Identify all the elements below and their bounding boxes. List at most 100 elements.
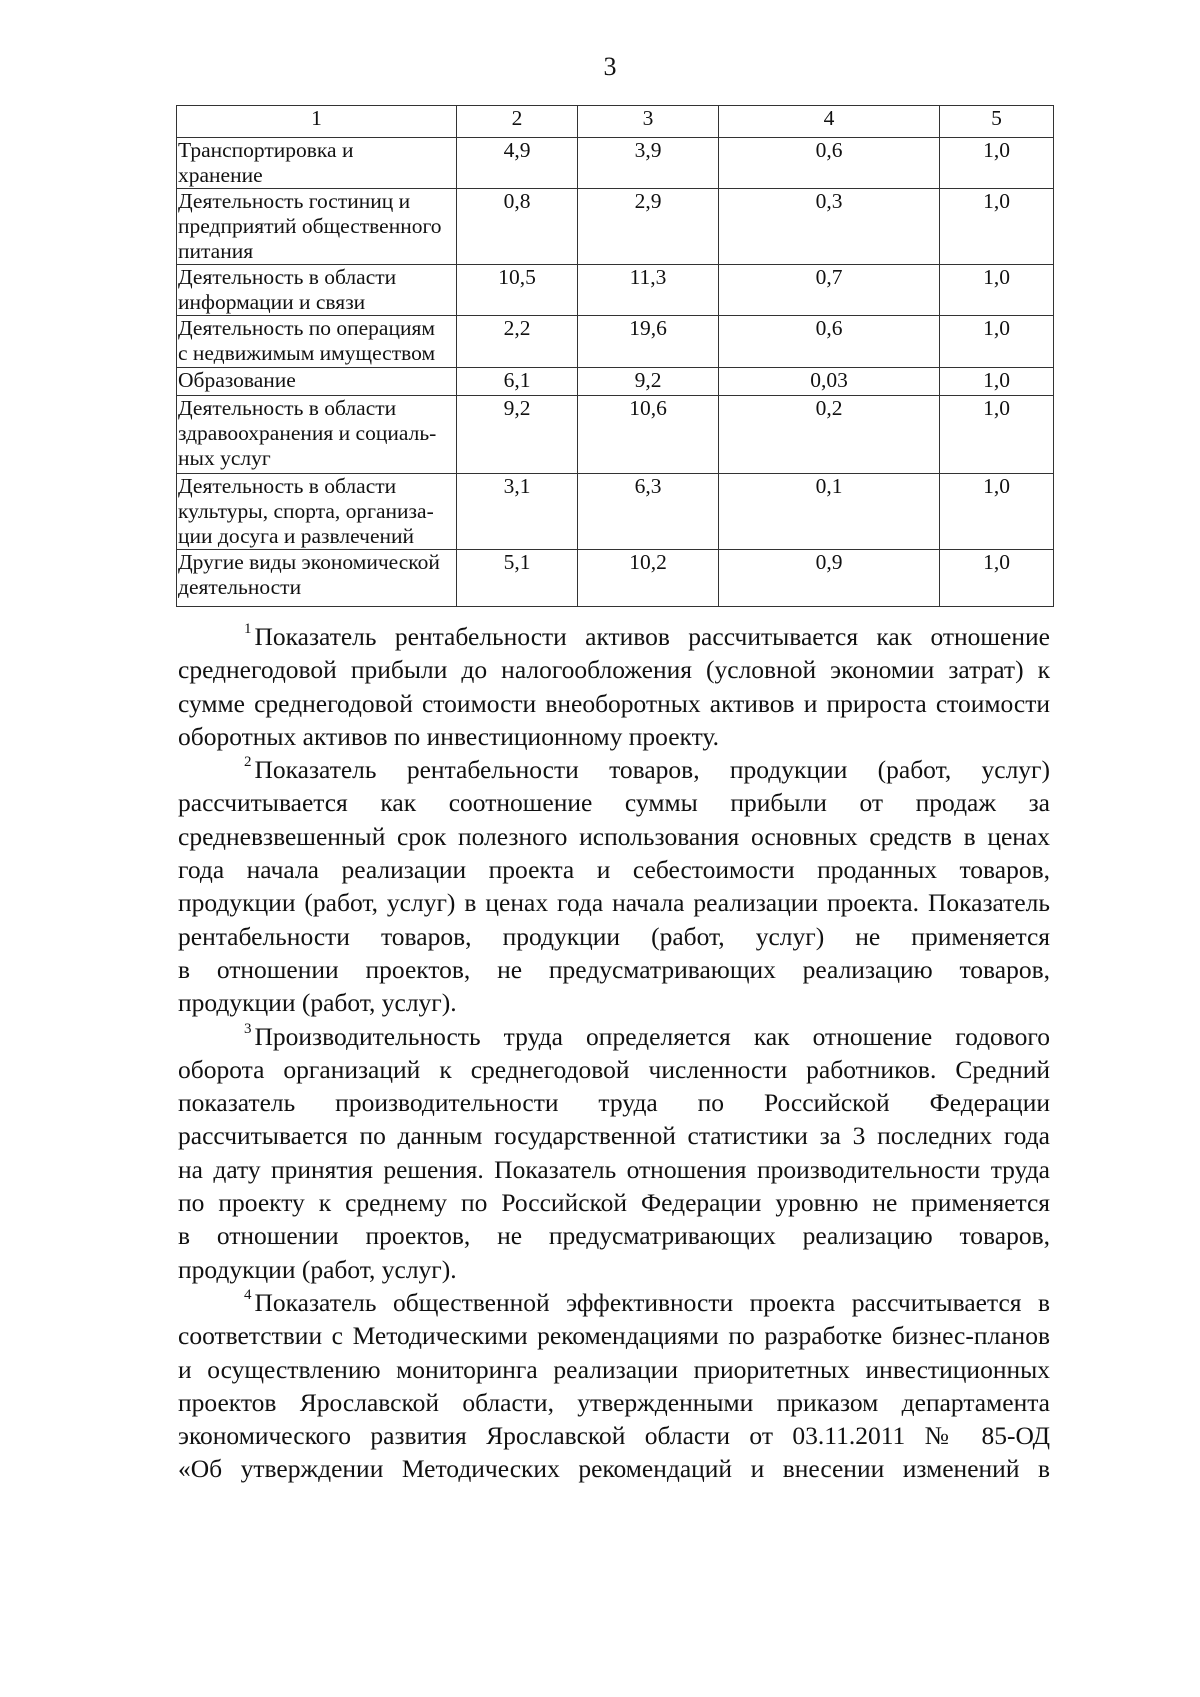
footnote-text: средневзвешенный срок полезного использо… [178,821,1050,851]
column-header: 1 [176,105,457,138]
row-label-line: Образование [178,368,296,392]
footnote-text: на дату принятия решения. Показатель отн… [178,1154,1050,1184]
table-cell: 6,3 [577,473,719,550]
table-cell: 0,03 [718,367,940,396]
footnote-text: продукции (работ, услуг). [178,1254,457,1284]
table-cell: 1,0 [939,315,1054,368]
table-row: Деятельность в области информации и связи… [176,264,1054,316]
table-row: Деятельность в области культуры, спорта, … [176,473,1054,550]
column-header: 3 [577,105,719,138]
footnote-line: средневзвешенный срок полезного использо… [178,820,1050,853]
footnote-line: оборотных активов по инвестиционному про… [178,720,1050,753]
row-label-line: ных услуг [178,446,271,470]
table-cell: 5,1 [456,549,578,607]
table-cell: 1,0 [939,473,1054,550]
footnote-mark: 1 [244,621,252,637]
table-row: Образование 6,1 9,2 0,03 1,0 [176,367,1054,396]
table-cell: 10,5 [456,264,578,316]
footnote-line: 2 Показатель рентабельности товаров, прод… [178,753,1050,786]
table-cell: 0,2 [718,395,940,474]
table-cell: 19,6 [577,315,719,368]
footnote-mark: 2 [244,754,252,771]
footnotes: 1 Показатель рентабельности активов рассч… [178,620,1050,1486]
footnote-text: оборота организаций к среднегодовой числ… [178,1054,1050,1084]
footnote-text: показатель производительности труда по Р… [178,1088,1050,1118]
table-cell: 2,9 [577,188,719,265]
footnote-line: в отношении проектов, не предусматривающ… [178,953,1050,986]
table-cell: 1,0 [939,264,1054,316]
footnote-paragraph: 1 Показатель рентабельности активов рассч… [178,620,1050,753]
footnote-text: проектов Ярославской области, утвержденн… [178,1387,1050,1417]
table-cell: 0,8 [456,188,578,265]
footnote-line: рентабельности товаров, продукции (работ… [178,920,1050,953]
row-label-line: предприятий общественного [178,214,442,238]
row-label: Образование [176,367,457,396]
table-cell: 3,1 [456,473,578,550]
table-cell: 11,3 [577,264,719,316]
footnote-text: сумме среднегодовой стоимости внеоборотн… [178,688,1050,718]
table-cell: 0,3 [718,188,940,265]
row-label-line: Деятельность по операциям [178,316,435,340]
footnote-line: «Об утверждении Методических рекомендаци… [178,1452,1050,1485]
table-cell: 0,6 [718,137,940,189]
row-label-line: Деятельность в области [178,265,397,289]
table-row: Деятельность в области здравоохранения и … [176,395,1054,474]
footnote-line: 3 Производительность труда определяется к… [178,1020,1050,1053]
table-cell: 9,2 [577,367,719,396]
footnote-line: на дату принятия решения. Показатель отн… [178,1153,1050,1186]
table-row: Деятельность гостиниц и предприятий общес… [176,188,1054,265]
table-cell: 1,0 [939,367,1054,396]
table-cell: 3,9 [577,137,719,189]
footnote-text: Показатель общественной эффективности пр… [254,1287,1051,1317]
footnote-text: года начала реализации проекта и себесто… [178,855,1050,885]
row-label: Деятельность гостиниц и предприятий общес… [176,188,457,265]
footnote-text: рассчитывается как соотношение суммы при… [178,788,1050,818]
table-cell: 1,0 [939,137,1054,189]
row-label-line: с недвижимым имуществом [178,341,436,365]
column-header: 5 [939,105,1054,138]
footnote-line: экономического развития Ярославской обла… [178,1419,1050,1452]
footnote-text: соответствии с Методическими рекомендаци… [178,1321,1050,1351]
footnote-line: рассчитывается по данным государственной… [178,1119,1050,1152]
footnote-line: года начала реализации проекта и себесто… [178,853,1050,886]
row-label: Деятельность в области культуры, спорта, … [176,473,457,550]
table-cell: 9,2 [456,395,578,474]
row-label-line: хранение [178,163,263,187]
row-label: Деятельность в области здравоохранения и … [176,395,457,474]
row-label-line: информации и связи [178,290,366,314]
footnote-line: и осуществлению мониторинга реализации п… [178,1353,1050,1386]
row-label-line: Деятельность гостиниц и [178,189,411,213]
footnote-text: Показатель рентабельности активов рассчи… [254,622,1051,651]
footnote-text: экономического развития Ярославской обла… [178,1421,1050,1451]
table-cell: 10,6 [577,395,719,474]
table-cell: 0,1 [718,473,940,550]
footnote-text: продукции (работ, услуг). [178,988,457,1018]
footnote-text: оборотных активов по инвестиционному про… [178,721,719,751]
table-cell: 0,7 [718,264,940,316]
row-label: Деятельность по операциям с недвижимым им… [176,315,457,368]
table-cell: 6,1 [456,367,578,396]
footnote-line: 4 Показатель общественной эффективности п… [178,1286,1050,1319]
row-label: Деятельность в области информации и связи [176,264,457,316]
footnote-line: показатель производительности труда по Р… [178,1086,1050,1119]
footnote-line: продукции (работ, услуг). [178,986,1050,1019]
row-label-line: Транспортировка и [178,138,354,162]
footnote-text: и осуществлению мониторинга реализации п… [178,1354,1050,1384]
footnote-line: продукции (работ, услуг) в ценах года на… [178,886,1050,919]
row-label-line: культуры, спорта, организа- [178,499,434,523]
row-label-line: Деятельность в области [178,474,397,498]
table-row: Другие виды экономической деятельности 5,1… [176,549,1054,607]
footnote-line: оборота организаций к среднегодовой числ… [178,1053,1050,1086]
footnote-line: соответствии с Методическими рекомендаци… [178,1319,1050,1352]
footnote-line: в отношении проектов, не предусматривающ… [178,1219,1050,1252]
footnote-text: по проекту к среднему по Российской Феде… [178,1188,1050,1218]
table-cell: 1,0 [939,188,1054,265]
footnote-line: проектов Ярославской области, утвержденн… [178,1386,1050,1419]
row-label: Транспортировка и хранение [176,137,457,189]
row-label-line: здравоохранения и социаль- [178,421,437,445]
footnote-mark: 3 [244,1020,252,1037]
footnote-text: в отношении проектов, не предусматривающ… [178,1221,1050,1251]
footnote-paragraph: 4 Показатель общественной эффективности п… [178,1286,1050,1486]
footnote-text: в отношении проектов, не предусматривающ… [178,954,1050,984]
